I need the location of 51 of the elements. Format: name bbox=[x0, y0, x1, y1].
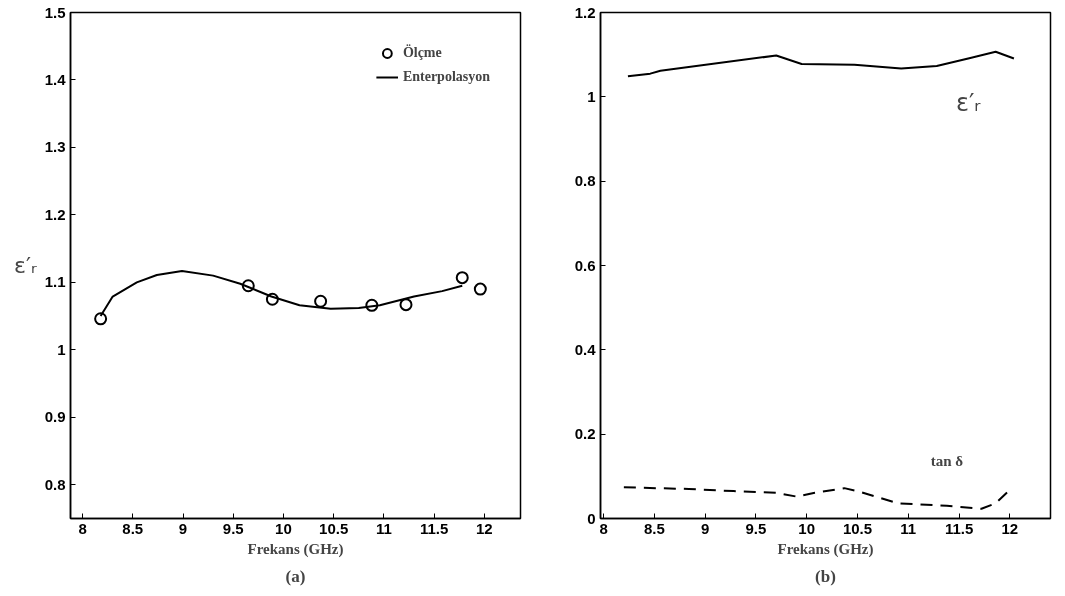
x-tick-label: 12 bbox=[476, 519, 493, 537]
y-tick-label: 1.5 bbox=[44, 3, 66, 21]
y-tick-label: 0 bbox=[587, 509, 596, 527]
line-series bbox=[626, 50, 1015, 78]
text: (b) bbox=[815, 566, 836, 586]
x-tick-label: 11.5 bbox=[419, 519, 449, 537]
point bbox=[473, 282, 487, 296]
x-tick-label: 10 bbox=[798, 519, 816, 537]
y-tick-label: 1.1 bbox=[44, 273, 66, 291]
x-tick-label: 9 bbox=[700, 519, 710, 537]
y-tick-label: 0.4 bbox=[574, 340, 597, 358]
point bbox=[241, 279, 255, 293]
x-tick-label: 12 bbox=[1001, 519, 1019, 537]
x-tick-label: 11 bbox=[375, 519, 392, 537]
x-tick-label: 8.5 bbox=[643, 519, 665, 537]
y-tick-label: 1.2 bbox=[574, 3, 596, 21]
y-tick-label: 0.2 bbox=[574, 425, 596, 443]
x-axis-title: Frekans (GHz) bbox=[777, 540, 874, 558]
y-tick-label: 1 bbox=[57, 340, 66, 358]
y-tick-label: 1.2 bbox=[44, 205, 66, 223]
point bbox=[265, 292, 279, 306]
x-tick-label: 8 bbox=[78, 519, 87, 537]
y-tick-label: 0.6 bbox=[574, 256, 596, 274]
x-tick-label: 9.5 bbox=[222, 519, 244, 537]
point bbox=[455, 271, 469, 285]
text: (a) bbox=[285, 566, 306, 586]
x-tick-label: 8.5 bbox=[122, 519, 144, 537]
legend-label: Enterpolasyon bbox=[402, 69, 490, 85]
x-tick-label: 8 bbox=[599, 519, 608, 537]
x-tick-label: 10 bbox=[275, 519, 292, 537]
x-tick-label: 10.5 bbox=[319, 519, 349, 537]
x-tick-label: 9.5 bbox=[745, 519, 767, 537]
x-tick-label: 10.5 bbox=[842, 519, 873, 537]
text: tan δ bbox=[930, 452, 964, 469]
x-axis-title: Frekans (GHz) bbox=[247, 540, 344, 558]
legend-label: Ölçme bbox=[402, 45, 442, 61]
x-tick-label: 11 bbox=[900, 519, 917, 537]
x-tick-label: 9 bbox=[178, 519, 188, 537]
series-label: ε′ᵣ bbox=[955, 89, 982, 118]
y-tick-label: 1 bbox=[587, 87, 596, 105]
y-tick-label: 0.9 bbox=[44, 408, 66, 426]
y-tick-label: 1.3 bbox=[44, 138, 66, 156]
x-tick-label: 11.5 bbox=[944, 519, 974, 537]
y-tick-label: 1.4 bbox=[44, 70, 67, 88]
y-tick-label: 0.8 bbox=[574, 172, 596, 190]
y-tick-label: 0.8 bbox=[44, 475, 66, 493]
y-axis-title: ε′ᵣ bbox=[14, 253, 37, 278]
point bbox=[94, 312, 108, 326]
point bbox=[314, 294, 328, 308]
point bbox=[399, 298, 413, 312]
point bbox=[365, 298, 379, 312]
